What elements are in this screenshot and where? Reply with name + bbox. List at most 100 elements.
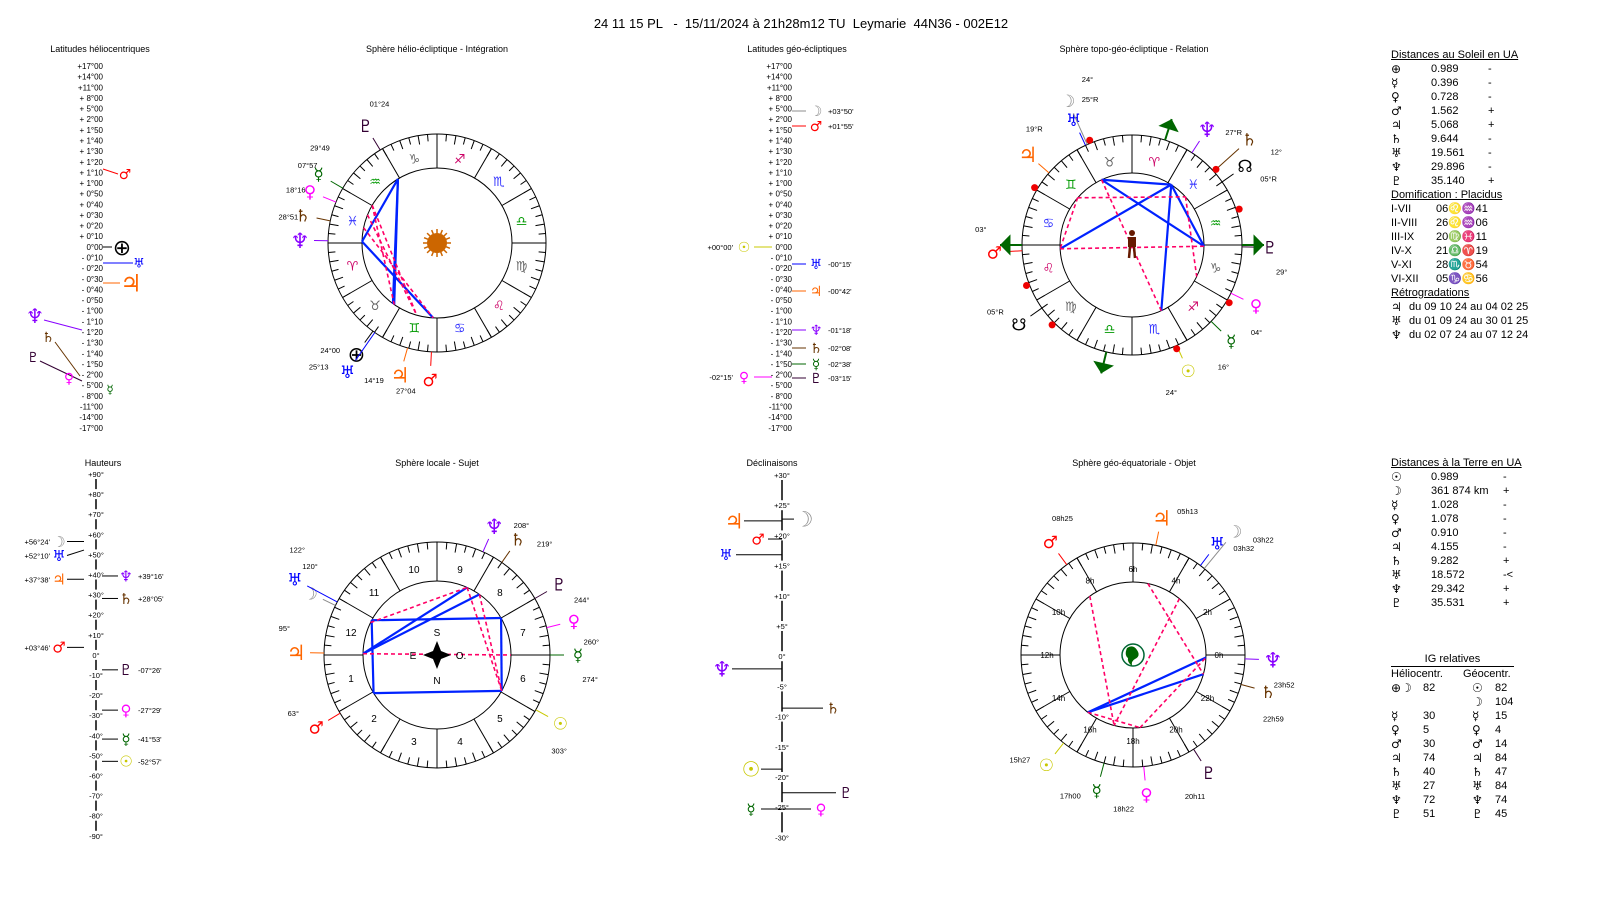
geo-lat-tick-label: + 8°00	[769, 94, 793, 103]
hour-label: 20h	[1169, 725, 1182, 734]
uranus-position-label: 25°13	[309, 362, 329, 371]
geo-lat-tick-label: + 2°00	[769, 115, 793, 124]
tick-mark	[1225, 198, 1232, 202]
tick-mark	[1094, 751, 1099, 761]
distance-value: 0.728	[1431, 91, 1459, 103]
distance-trend: -<	[1503, 569, 1514, 581]
tick-mark	[327, 625, 335, 629]
zodiac-sign-icon: ♑	[409, 152, 421, 167]
tick-mark	[1209, 173, 1217, 181]
tick-mark	[1121, 347, 1124, 355]
tick-mark	[1166, 141, 1171, 151]
moon-position-label: 24°	[1082, 75, 1093, 84]
tick-mark	[1190, 329, 1196, 336]
distance-value: 1.078	[1431, 513, 1459, 525]
sun-position-label: 15h27	[1009, 756, 1030, 765]
tick-mark	[1218, 714, 1226, 720]
tick-mark	[481, 750, 486, 758]
tick-mark	[539, 672, 549, 676]
mars-position-label: 27°04	[396, 387, 416, 396]
tick-mark	[359, 314, 366, 321]
tick-mark	[1176, 553, 1181, 561]
helio-planet-icon: ♄	[1391, 765, 1402, 779]
uranus-icon: ♅	[287, 571, 302, 591]
geo-lat-title: Latitudes géo-écliptiques	[747, 44, 847, 54]
moon-icon: ☽	[1060, 92, 1075, 112]
uranus-pointer	[355, 332, 376, 361]
moon-icon: ☽	[795, 508, 814, 532]
helio-lat-tick-label: + 0°20	[80, 222, 104, 231]
lat-connector	[102, 168, 119, 175]
helio-lat-tick-label: + 0°50	[80, 190, 104, 199]
tick-mark	[324, 663, 332, 666]
heights-tick-label: +70°	[88, 510, 104, 519]
helio-lat-tick-label: -14°00	[79, 413, 103, 422]
heights-tick-label: +90°	[88, 470, 104, 479]
ig-relatives-table: IG relatives Héliocentr. Géocentr. ⊕☽ 82 ☉…	[1391, 652, 1514, 821]
house-cusp-dot	[1048, 321, 1056, 329]
tick-mark	[397, 548, 402, 558]
saturn-lat-marker-icon: ♄	[42, 330, 55, 346]
tick-mark	[408, 137, 412, 145]
mercury-icon: ☿	[1391, 76, 1399, 90]
tick-mark	[1204, 166, 1211, 173]
geo-lat-value: -02°08'	[828, 344, 852, 353]
tick-mark	[1192, 562, 1198, 570]
neptune-icon: ♆	[119, 567, 132, 585]
tick-mark	[495, 153, 500, 160]
tick-mark	[1231, 262, 1241, 265]
distance-trend: -	[1503, 541, 1507, 553]
tick-mark	[1027, 689, 1037, 694]
zodiac-sign-icon: ♍	[516, 260, 528, 275]
tick-mark	[1023, 225, 1033, 228]
geo-ig-value: 84	[1495, 752, 1508, 764]
tick-mark	[366, 159, 374, 167]
house-number: 10	[408, 565, 420, 576]
uranus-icon: ♅	[719, 546, 732, 564]
tick-mark	[417, 341, 421, 351]
ig-rows: ⊕☽ 82 ☉ 82 ☽ 104 ☿ 30 ☿ 15 ♀ 5 ♀ 4 ♂ 30 ♂ 14 ♃ 74 ♃ 84 ♄ 40 ♄ 47 ♅…	[1391, 681, 1514, 821]
hour-label: 0h	[1215, 651, 1224, 660]
sector-divider	[382, 307, 400, 338]
neptune-lat-marker-icon: ♆	[26, 304, 44, 328]
geo-lat-value: +03°50'	[828, 107, 854, 116]
heights-tick-label: 0°	[92, 651, 99, 660]
tick-mark	[334, 276, 344, 281]
label-bg	[86, 690, 106, 701]
arrow-head-icon	[1093, 360, 1114, 374]
neptune-position-label: 27°R	[1225, 128, 1242, 137]
jupiter-icon: ♃	[287, 641, 306, 665]
neptune-icon: ♆	[810, 323, 823, 339]
helio-lat-tick-label: - 1°40	[82, 349, 104, 358]
tick-mark	[1103, 344, 1106, 352]
label-bg	[86, 469, 106, 479]
label-bg	[771, 590, 793, 601]
heights-tick-label: +10°	[88, 631, 104, 640]
pluto-icon: ♇	[1391, 596, 1402, 610]
snode-icon: ☋	[1011, 315, 1026, 335]
sun-icon: ☉	[742, 758, 761, 782]
label-bg	[86, 649, 106, 660]
tick-mark	[1159, 756, 1163, 764]
aspect-line-minor	[1087, 711, 1141, 729]
helio-lat-tick-label: - 0°40	[82, 285, 104, 294]
helio-lat-tick-label: -11°00	[80, 402, 104, 411]
ig-row: ♀ 5 ♀ 4	[1391, 723, 1514, 737]
tick-mark	[1040, 714, 1048, 720]
globe-land-icon	[1125, 646, 1139, 666]
pluto-icon: ♇	[1391, 174, 1402, 188]
sector-divider	[1194, 280, 1228, 301]
geo-lat-tick-label: + 0°10	[769, 232, 793, 241]
saturn-position-label: 18°16	[286, 186, 306, 195]
house-number: 6	[520, 674, 526, 685]
aspect-line-minor	[1059, 197, 1079, 250]
heights-connector	[66, 549, 85, 557]
aspect-line-major	[391, 178, 400, 304]
heights-tick-label: +20°	[88, 611, 104, 620]
hour-label: 10h	[1052, 608, 1065, 617]
tick-mark	[1113, 756, 1116, 766]
tick-mark	[1237, 663, 1245, 666]
ig-row: ♄ 40 ♄ 47	[1391, 765, 1514, 779]
heights-tick-label: -90°	[89, 832, 103, 841]
mercury-icon: ☿	[1092, 781, 1102, 801]
